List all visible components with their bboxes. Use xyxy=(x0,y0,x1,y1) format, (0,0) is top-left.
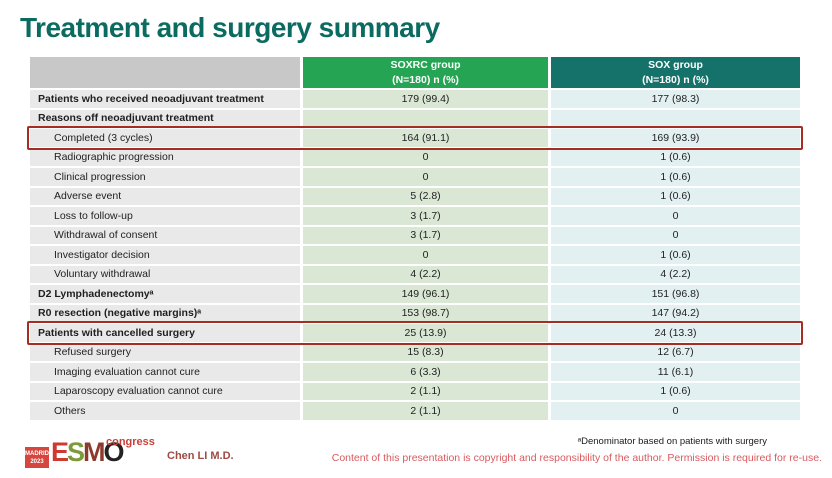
soxrc-value: 6 (3.3) xyxy=(303,363,548,381)
soxrc-value: 0 xyxy=(303,168,548,186)
soxrc-group-name: SOXRC group xyxy=(390,59,461,72)
table-row: Patients who received neoadjuvant treatm… xyxy=(30,90,800,108)
sox-group-n: (N=180) n (%) xyxy=(642,73,709,86)
soxrc-value: 179 (99.4) xyxy=(303,90,548,108)
soxrc-value: 4 (2.2) xyxy=(303,265,548,283)
row-label: Patients who received neoadjuvant treatm… xyxy=(30,90,300,108)
sox-value: 0 xyxy=(551,226,800,244)
sox-value: 151 (96.8) xyxy=(551,285,800,303)
madrid-2023-badge: MADRID 2023 xyxy=(25,447,49,468)
table-row: R0 resection (negative margins)ᵃ 153 (98… xyxy=(30,304,800,322)
sox-value: 169 (93.9) xyxy=(551,129,800,147)
row-label: Investigator decision xyxy=(30,246,300,264)
soxrc-value: 25 (13.9) xyxy=(303,324,548,342)
sox-value: 0 xyxy=(551,402,800,420)
table-footnote: ᵃDenominator based on patients with surg… xyxy=(577,436,767,447)
soxrc-value: 3 (1.7) xyxy=(303,226,548,244)
row-label: Imaging evaluation cannot cure xyxy=(30,363,300,381)
sox-value: 1 (0.6) xyxy=(551,382,800,400)
sox-value: 24 (13.3) xyxy=(551,324,800,342)
soxrc-value: 2 (1.1) xyxy=(303,382,548,400)
esmo-letter-o: O xyxy=(103,437,125,467)
esmo-letter-s: S xyxy=(67,437,85,467)
row-label: Refused surgery xyxy=(30,343,300,361)
esmo-letter-e: E xyxy=(51,437,69,467)
header-empty-cell xyxy=(30,57,300,88)
sox-group-name: SOX group xyxy=(648,59,703,72)
header-sox-group: SOX group (N=180) n (%) xyxy=(551,57,800,88)
page-title: Treatment and surgery summary xyxy=(20,12,440,43)
soxrc-value: 3 (1.7) xyxy=(303,207,548,225)
table-row: Adverse event 5 (2.8) 1 (0.6) xyxy=(30,187,800,205)
madrid-label: MADRID xyxy=(25,451,49,457)
year-label: 2023 xyxy=(30,459,44,466)
table-row: D2 Lymphadenectomyᵃ 149 (96.1) 151 (96.8… xyxy=(30,285,800,303)
table-row: Laparoscopy evaluation cannot cure 2 (1.… xyxy=(30,382,800,400)
sox-value: 1 (0.6) xyxy=(551,246,800,264)
soxrc-value: 0 xyxy=(303,148,548,166)
soxrc-value: 149 (96.1) xyxy=(303,285,548,303)
row-label: R0 resection (negative margins)ᵃ xyxy=(30,304,300,322)
table-row: Voluntary withdrawal 4 (2.2) 4 (2.2) xyxy=(30,265,800,283)
table-row: Investigator decision 0 1 (0.6) xyxy=(30,246,800,264)
table-row-highlighted: Completed (3 cycles) 164 (91.1) 169 (93.… xyxy=(27,126,803,150)
row-label: Reasons off neoadjuvant treatment xyxy=(30,109,300,127)
esmo-letter-m: M xyxy=(83,437,105,467)
esmo-logo-text: ESMO xyxy=(51,437,125,467)
row-label: Completed (3 cycles) xyxy=(30,129,300,147)
row-label: Patients with cancelled surgery xyxy=(30,324,300,342)
sox-value: 4 (2.2) xyxy=(551,265,800,283)
table-row: Withdrawal of consent 3 (1.7) 0 xyxy=(30,226,800,244)
sox-value xyxy=(551,109,800,127)
header-soxrc-group: SOXRC group (N=180) n (%) xyxy=(303,57,548,88)
table-row-highlighted: Patients with cancelled surgery 25 (13.9… xyxy=(27,321,803,345)
row-label: Clinical progression xyxy=(30,168,300,186)
table-row: Loss to follow-up 3 (1.7) 0 xyxy=(30,207,800,225)
row-label: Adverse event xyxy=(30,187,300,205)
table-row: Others 2 (1.1) 0 xyxy=(30,402,800,420)
sox-value: 147 (94.2) xyxy=(551,304,800,322)
table-row: Radiographic progression 0 1 (0.6) xyxy=(30,148,800,166)
row-label: Voluntary withdrawal xyxy=(30,265,300,283)
table-row: Refused surgery 15 (8.3) 12 (6.7) xyxy=(30,343,800,361)
row-label: D2 Lymphadenectomyᵃ xyxy=(30,285,300,303)
soxrc-value: 0 xyxy=(303,246,548,264)
congress-label: congress xyxy=(106,436,155,448)
sox-value: 12 (6.7) xyxy=(551,343,800,361)
table-header-row: SOXRC group (N=180) n (%) SOX group (N=1… xyxy=(30,57,800,88)
sox-value: 1 (0.6) xyxy=(551,187,800,205)
summary-table: SOXRC group (N=180) n (%) SOX group (N=1… xyxy=(27,57,803,422)
sox-value: 177 (98.3) xyxy=(551,90,800,108)
soxrc-value xyxy=(303,109,548,127)
table-row: Clinical progression 0 1 (0.6) xyxy=(30,168,800,186)
row-label: Laparoscopy evaluation cannot cure xyxy=(30,382,300,400)
soxrc-value: 164 (91.1) xyxy=(303,129,548,147)
row-label: Radiographic progression xyxy=(30,148,300,166)
row-label: Loss to follow-up xyxy=(30,207,300,225)
row-label: Others xyxy=(30,402,300,420)
sox-value: 0 xyxy=(551,207,800,225)
soxrc-value: 2 (1.1) xyxy=(303,402,548,420)
sox-value: 1 (0.6) xyxy=(551,148,800,166)
copyright-notice: Content of this presentation is copyrigh… xyxy=(331,452,822,464)
table-row: Imaging evaluation cannot cure 6 (3.3) 1… xyxy=(30,363,800,381)
soxrc-value: 153 (98.7) xyxy=(303,304,548,322)
soxrc-group-n: (N=180) n (%) xyxy=(392,73,459,86)
table-row: Reasons off neoadjuvant treatment xyxy=(30,109,800,127)
row-label: Withdrawal of consent xyxy=(30,226,300,244)
soxrc-value: 5 (2.8) xyxy=(303,187,548,205)
author-name: Chen LI M.D. xyxy=(167,450,234,462)
sox-value: 11 (6.1) xyxy=(551,363,800,381)
sox-value: 1 (0.6) xyxy=(551,168,800,186)
soxrc-value: 15 (8.3) xyxy=(303,343,548,361)
